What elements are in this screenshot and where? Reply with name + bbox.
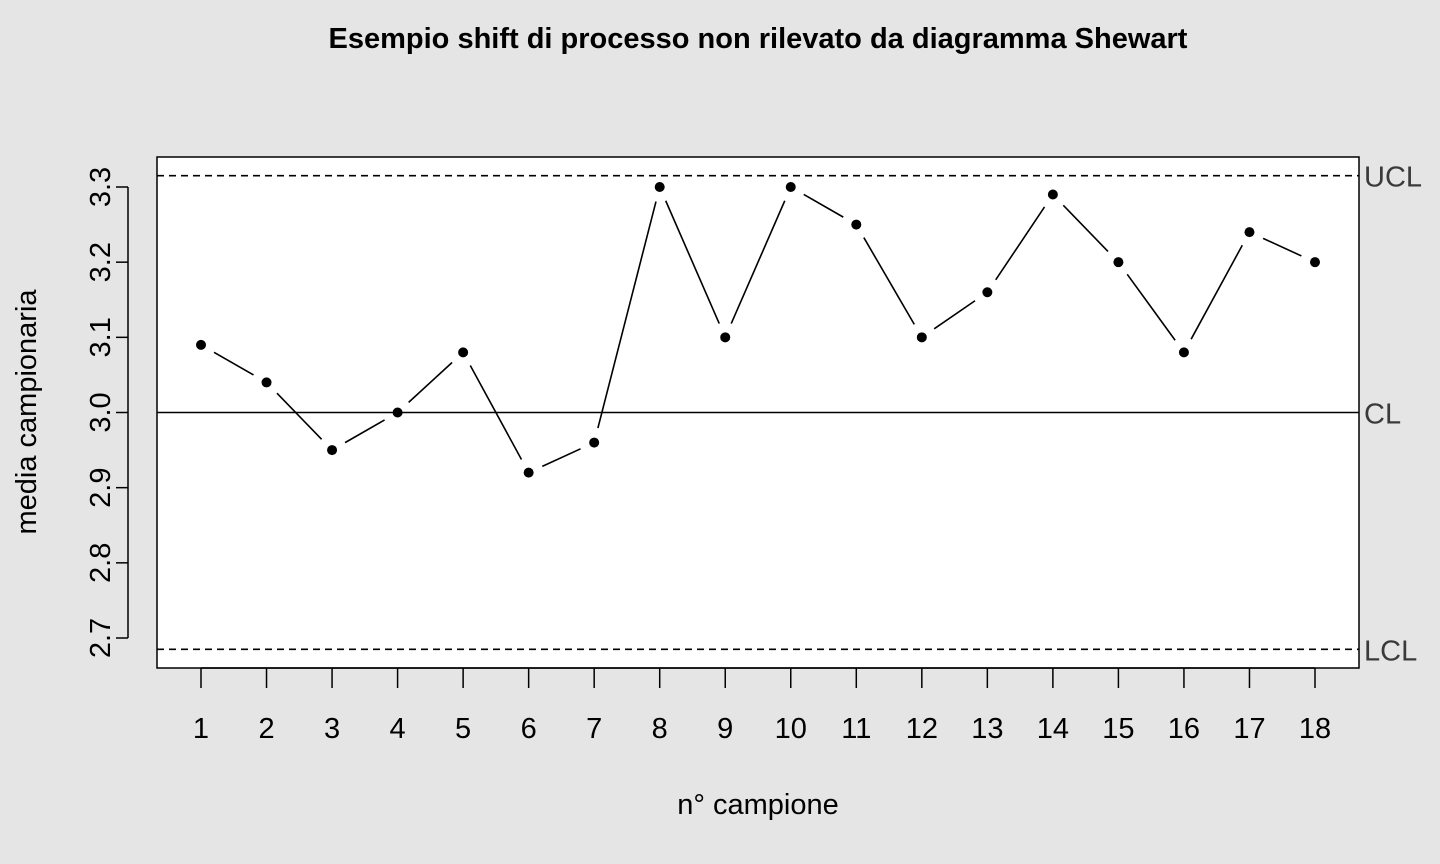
series-segment (1190, 244, 1243, 340)
y-tick-label: 3.0 (85, 392, 117, 432)
data-point (327, 445, 338, 456)
series-segment (730, 200, 786, 324)
x-tick-label: 16 (1168, 713, 1200, 745)
x-tick-label: 10 (775, 713, 807, 745)
data-point (589, 437, 600, 448)
data-point (1178, 347, 1189, 358)
series-segment (408, 361, 453, 403)
y-axis: 2.7 2.8 2.9 3.0 3.1 3.2 3.3 (85, 167, 129, 658)
series-segment (1262, 237, 1302, 257)
data-point (392, 407, 403, 418)
y-axis-title: media campionaria (11, 289, 43, 535)
series-segment (664, 200, 720, 324)
series-segment (1062, 204, 1109, 252)
lcl-label: LCL (1364, 635, 1417, 667)
x-tick-label: 12 (906, 713, 938, 745)
data-point (654, 182, 665, 192)
series-segment (541, 448, 581, 468)
x-tick-label: 3 (324, 713, 340, 745)
y-tick-label: 3.2 (85, 242, 117, 282)
x-tick-label: 9 (717, 713, 733, 745)
series-segment (995, 206, 1046, 281)
y-tick-label: 3.1 (85, 317, 117, 357)
y-tick-label: 2.9 (85, 468, 117, 508)
data-point (1047, 189, 1058, 200)
x-axis-title: n° campione (677, 789, 839, 821)
series-segment (803, 193, 844, 218)
series-segment (597, 201, 657, 429)
x-tick-label: 14 (1037, 713, 1069, 745)
x-tick-label: 1 (193, 713, 209, 745)
data-point (785, 182, 796, 192)
cl-label: CL (1364, 399, 1401, 431)
x-tick-label: 4 (390, 713, 406, 745)
chart-title: Esempio shift di processo non rilevato d… (329, 23, 1188, 55)
series-segment (344, 419, 385, 444)
series-segment (469, 365, 523, 460)
x-tick-label: 11 (841, 713, 871, 745)
series-line (196, 182, 1320, 478)
data-point (1244, 227, 1255, 238)
x-tick-label: 8 (652, 713, 668, 745)
series-segment (1126, 273, 1176, 341)
data-point (1113, 257, 1124, 268)
data-point (196, 339, 206, 350)
data-point (458, 347, 469, 358)
x-tick-label: 15 (1102, 713, 1134, 745)
series-segment (933, 300, 976, 330)
reference-lines: UCL CL LCL (157, 162, 1422, 667)
x-tick-label: 5 (455, 713, 471, 745)
data-point (720, 332, 731, 343)
data-point (916, 332, 927, 343)
data-point (851, 219, 862, 230)
y-tick-label: 3.3 (85, 167, 117, 207)
x-tick-label: 2 (258, 713, 274, 745)
x-tick-label: 18 (1299, 713, 1331, 745)
data-point (261, 377, 272, 388)
series-segment (213, 351, 254, 376)
plot-frame (156, 156, 1360, 669)
data-point (523, 467, 534, 478)
ucl-label: UCL (1364, 162, 1422, 194)
series-segment (276, 392, 323, 440)
data-point (982, 287, 993, 298)
x-tick-label: 6 (521, 713, 537, 745)
series-segment (863, 237, 915, 325)
y-tick-label: 2.8 (85, 543, 117, 583)
x-tick-label: 17 (1233, 713, 1265, 745)
x-tick-label: 7 (586, 713, 602, 745)
x-tick-label: 13 (971, 713, 1003, 745)
data-point (1310, 257, 1320, 268)
y-tick-label: 2.7 (85, 618, 117, 658)
